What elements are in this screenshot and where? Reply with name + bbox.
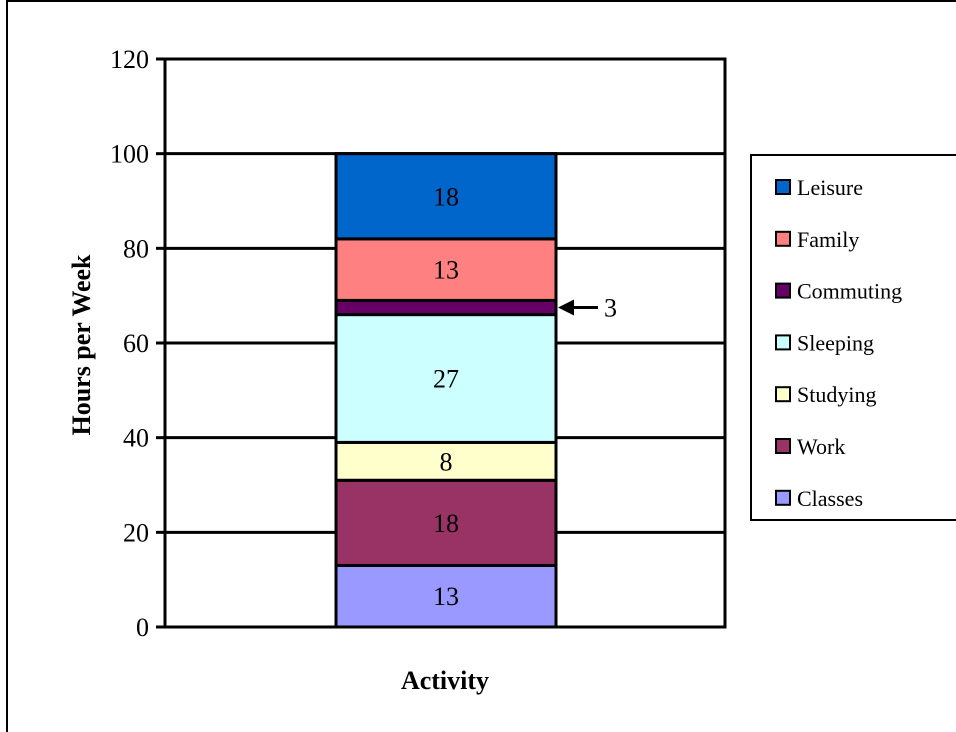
legend-label-sleeping: Sleeping	[797, 330, 874, 355]
chart-frame	[6, 0, 956, 732]
legend-swatch-classes	[775, 489, 791, 506]
data-label-sleeping: 27	[433, 365, 459, 394]
bar-segment-classes	[334, 563, 558, 629]
annotation: 3	[558, 294, 617, 323]
y-tick-label: 20	[123, 518, 149, 547]
y-tick-label: 100	[110, 140, 149, 169]
legend-swatch-leisure	[775, 179, 791, 195]
legend-swatch-studying	[775, 386, 791, 403]
legend-swatch-work	[775, 438, 791, 454]
y-tick-label: 60	[123, 329, 149, 358]
legend-label-family: Family	[797, 227, 859, 252]
data-label-classes: 13	[433, 582, 459, 611]
y-axis-ticks: 0 20 40 60 80 100 120	[110, 45, 165, 642]
bar-segments: 13 18 8 27 13 18	[334, 152, 558, 629]
annotation-label: 3	[604, 294, 617, 323]
legend-swatch-sleeping	[775, 334, 791, 351]
legend-swatch-family	[775, 230, 791, 247]
x-axis-title: Activity	[401, 666, 489, 695]
y-axis-title-text: Hours per Week	[67, 254, 96, 436]
annotation-arrowhead	[558, 299, 574, 316]
bar-segment-studying	[334, 440, 558, 482]
y-tick-label: 80	[123, 234, 149, 263]
legend-label-work: Work	[797, 434, 845, 459]
data-label-family: 13	[433, 256, 459, 285]
y-tick-label: 40	[123, 424, 149, 453]
data-label-studying: 8	[440, 447, 453, 476]
bar-segment-work	[334, 478, 558, 567]
y-tick-label: 120	[110, 45, 149, 74]
legend-label-leisure: Leisure	[797, 175, 863, 200]
y-tick-label: 0	[136, 613, 149, 642]
legend: Leisure Family Commuting Sleeping Studying Wo…	[750, 154, 956, 521]
bar-segment-leisure	[334, 152, 558, 241]
legend-swatch-commuting	[775, 282, 791, 299]
bar-segment-sleeping	[334, 313, 558, 444]
legend-label-classes: Classes	[797, 486, 863, 511]
data-label-work: 18	[433, 509, 459, 538]
bar-segment-commuting	[334, 298, 558, 317]
legend-label-commuting: Commuting	[797, 279, 902, 304]
bar-segment-family	[334, 237, 558, 302]
data-label-leisure: 18	[433, 182, 459, 211]
y-axis-title: Hours per Week	[67, 254, 96, 436]
legend-label-studying: Studying	[797, 382, 876, 407]
